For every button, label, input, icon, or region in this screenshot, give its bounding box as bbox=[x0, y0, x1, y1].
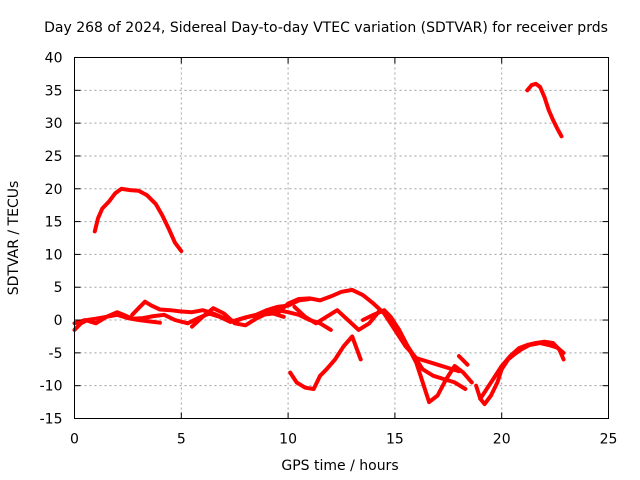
y-tick-label: 0 bbox=[54, 313, 63, 329]
series-trace-10 bbox=[457, 354, 470, 367]
series-trace-12 bbox=[478, 339, 566, 401]
series-trace-1 bbox=[92, 186, 184, 254]
y-tick-label: -10 bbox=[40, 379, 63, 395]
x-axis-title: GPS time / hours bbox=[281, 458, 398, 474]
series-trace-9 bbox=[360, 308, 474, 405]
x-tick-label: 0 bbox=[70, 432, 79, 448]
y-tick-label: 15 bbox=[45, 215, 63, 231]
x-tick-label: 20 bbox=[493, 432, 511, 448]
y-tick-label: 5 bbox=[54, 280, 63, 296]
chart-title: Day 268 of 2024, Sidereal Day-to-day VTE… bbox=[44, 20, 608, 36]
y-tick-label: 25 bbox=[45, 149, 63, 165]
x-tick-label: 15 bbox=[386, 432, 404, 448]
y-tick-label: 10 bbox=[45, 247, 63, 263]
series-trace-6 bbox=[275, 287, 461, 374]
series-trace-4 bbox=[130, 297, 312, 324]
series-trace-11 bbox=[474, 341, 566, 407]
x-tick-label: 5 bbox=[177, 432, 186, 448]
series-trace-8 bbox=[288, 334, 363, 391]
x-tick-label: 25 bbox=[600, 432, 618, 448]
y-tick-label: 40 bbox=[45, 51, 63, 67]
y-tick-label: 30 bbox=[45, 116, 63, 132]
plot-frame bbox=[74, 57, 609, 419]
y-tick-label: 35 bbox=[45, 83, 63, 99]
y-tick-label: -15 bbox=[40, 412, 63, 428]
y-axis-title: SDTVAR / TECUs bbox=[6, 181, 22, 296]
y-tick-label: 20 bbox=[45, 182, 63, 198]
y-tick-label: -5 bbox=[49, 346, 63, 362]
series-trace-13 bbox=[525, 81, 564, 139]
x-tick-label: 10 bbox=[279, 432, 297, 448]
